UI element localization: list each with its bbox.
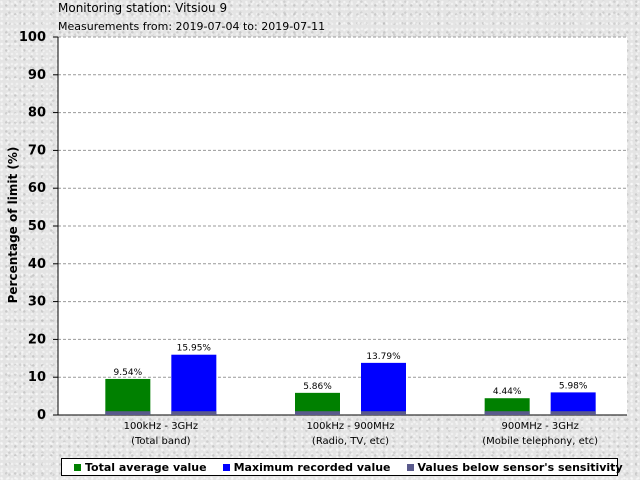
bar — [550, 392, 596, 415]
bar — [361, 362, 406, 415]
y-tick-label: 80 — [28, 106, 46, 121]
x-tick-label: 100kHz - 3GHz — [124, 421, 199, 432]
legend-label-average: Total average value — [85, 460, 207, 474]
y-tick-label: 100 — [19, 30, 46, 45]
data-label: 15.95% — [177, 344, 212, 354]
bar-chart: 0 10 20 30 40 50 60 70 80 90 100 9.54% 15.95% 100kHz … — [19, 30, 627, 447]
y-tick-label: 70 — [28, 143, 46, 158]
chart-legend: Total average value Maximum recorded val… — [61, 458, 623, 476]
y-tick-label: 50 — [28, 219, 46, 234]
sensitivity-bar — [171, 411, 217, 415]
legend-item-maximum: Maximum recorded value — [222, 460, 391, 474]
bar — [484, 398, 530, 415]
sensitivity-bar — [105, 411, 151, 415]
legend-item-average: Total average value — [74, 461, 207, 474]
x-tick-label: 100kHz - 900MHz — [306, 421, 394, 432]
y-tick-label: 0 — [37, 408, 46, 423]
data-label: 5.86% — [303, 382, 332, 392]
x-tick-label: 900MHz - 3GHz — [501, 421, 578, 432]
legend-label-below-sensitivity: Values below sensor's sensitivity — [417, 460, 623, 474]
sensitivity-bar — [550, 411, 596, 415]
data-label: 5.98% — [559, 381, 588, 391]
sensitivity-bar — [484, 411, 530, 415]
legend-label-maximum: Maximum recorded value — [233, 460, 391, 474]
chart-title: Monitoring station: Vitsiou 9 — [58, 1, 228, 15]
data-label: 4.44% — [493, 387, 522, 397]
y-tick-label: 20 — [28, 332, 46, 347]
y-tick-label: 40 — [28, 257, 46, 272]
data-label: 13.79% — [366, 352, 401, 362]
data-label: 9.54% — [114, 368, 143, 378]
x-tick-sublabel: (Mobile telephony, etc) — [482, 436, 598, 447]
sensitivity-bar — [295, 411, 340, 415]
bar — [171, 354, 217, 415]
x-tick-sublabel: (Total band) — [131, 436, 191, 447]
bar — [105, 378, 151, 415]
legend-item-below-sensitivity: Values below sensor's sensitivity — [406, 460, 623, 474]
y-tick-label: 60 — [28, 181, 46, 196]
y-tick-label: 10 — [28, 370, 46, 385]
legend-swatch-maximum — [222, 463, 230, 471]
legend-swatch-below-sensitivity — [406, 463, 414, 471]
chart-subtitle: Measurements from: 2019-07-04 to: 2019-0… — [58, 20, 326, 33]
plot-area — [58, 37, 627, 415]
sensitivity-bar — [361, 411, 406, 415]
bar — [295, 392, 340, 415]
y-tick-label: 30 — [28, 295, 46, 310]
legend-swatch-average — [74, 463, 81, 471]
x-tick-sublabel: (Radio, TV, etc) — [312, 436, 389, 447]
y-tick-label: 90 — [28, 68, 46, 83]
